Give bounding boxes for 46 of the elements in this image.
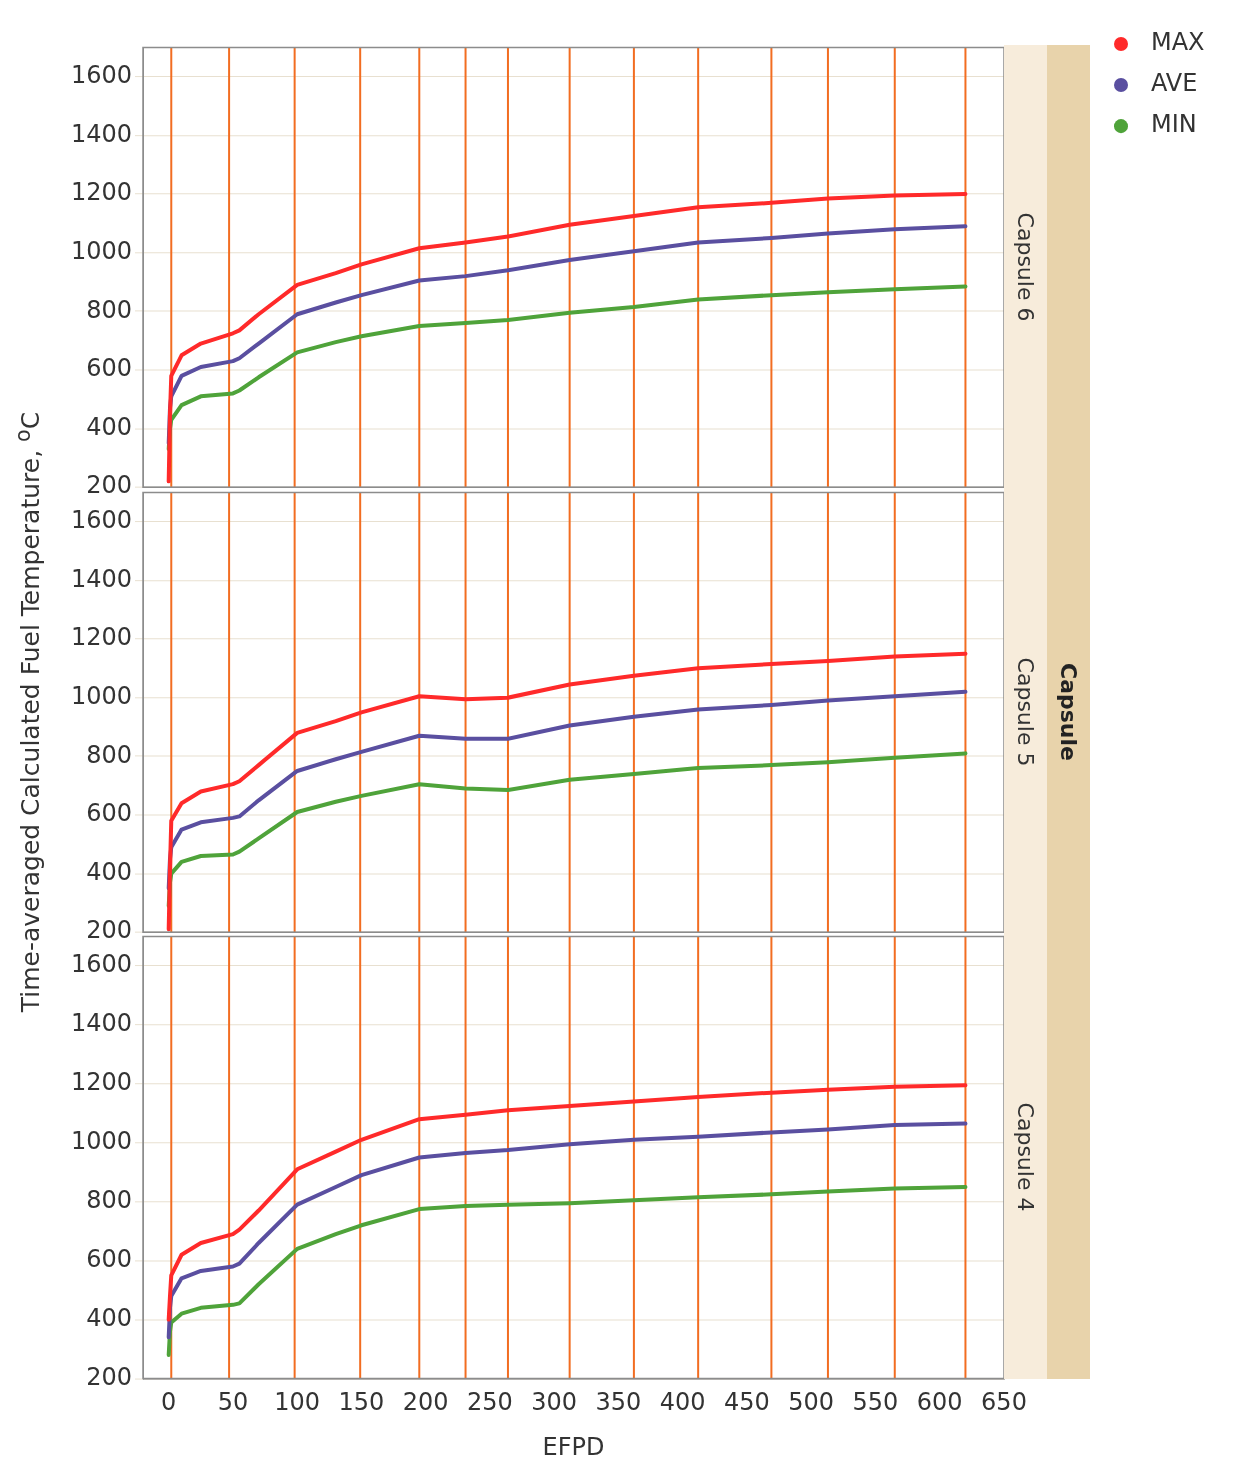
y-tick-label: 1000 bbox=[70, 236, 132, 265]
x-tick-label: 550 bbox=[852, 1388, 899, 1417]
x-tick-label: 100 bbox=[274, 1388, 321, 1417]
y-tick-label: 1400 bbox=[70, 564, 132, 593]
y-tick-label: 1000 bbox=[70, 681, 132, 710]
facet-strip: Capsule 5 bbox=[1004, 489, 1047, 935]
x-axis-title: EFPD bbox=[542, 1433, 605, 1462]
x-tick-label: 50 bbox=[217, 1388, 249, 1417]
y-tick-label: 600 bbox=[86, 1245, 132, 1274]
x-tick-label: 400 bbox=[659, 1388, 706, 1417]
y-tick-label: 1000 bbox=[70, 1127, 132, 1156]
y-tick-label: 800 bbox=[86, 1186, 132, 1215]
x-tick-label: 300 bbox=[531, 1388, 578, 1417]
x-tick-label: 500 bbox=[788, 1388, 835, 1417]
y-tick-label: 400 bbox=[86, 1304, 132, 1333]
y-tick-label: 1400 bbox=[70, 1009, 132, 1038]
y-tick-label: 600 bbox=[86, 798, 132, 827]
legend-label: MIN bbox=[1151, 110, 1197, 139]
y-tick-label: 600 bbox=[86, 354, 132, 383]
facet-group-strip: Capsule bbox=[1047, 45, 1090, 1379]
y-tick-label: 200 bbox=[86, 916, 132, 945]
y-tick-label: 1600 bbox=[70, 60, 132, 89]
facet-strip: Capsule 4 bbox=[1004, 934, 1047, 1379]
x-tick-label: 600 bbox=[916, 1388, 963, 1417]
y-tick-label: 1600 bbox=[70, 950, 132, 979]
x-tick-label: 450 bbox=[724, 1388, 770, 1417]
y-tick-label: 200 bbox=[86, 1363, 132, 1392]
legend-label: AVE bbox=[1151, 69, 1198, 98]
y-tick-label: 800 bbox=[86, 295, 132, 324]
x-tick-label: 350 bbox=[595, 1388, 642, 1417]
x-tick-label: 250 bbox=[467, 1388, 513, 1417]
x-tick-label: 650 bbox=[981, 1388, 1027, 1417]
y-tick-label: 200 bbox=[86, 471, 132, 500]
facet-strip: Capsule 6 bbox=[1004, 45, 1047, 490]
y-tick-label: 1200 bbox=[70, 1068, 132, 1097]
y-tick-label: 1200 bbox=[70, 622, 132, 651]
y-tick-label: 1400 bbox=[70, 119, 132, 148]
y-tick-label: 400 bbox=[86, 857, 132, 886]
y-tick-label: 1200 bbox=[70, 178, 132, 207]
x-tick-label: 0 bbox=[161, 1388, 177, 1417]
x-tick-label: 200 bbox=[402, 1388, 449, 1417]
y-tick-label: 1600 bbox=[70, 505, 132, 534]
y-tick-label: 400 bbox=[86, 412, 132, 441]
y-tick-label: 800 bbox=[86, 740, 132, 769]
x-tick-label: 150 bbox=[338, 1388, 385, 1417]
legend-label: MAX bbox=[1151, 28, 1205, 57]
